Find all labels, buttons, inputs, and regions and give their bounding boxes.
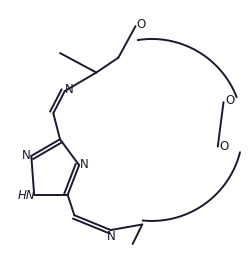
Text: N: N — [22, 149, 31, 162]
Text: O: O — [136, 18, 145, 32]
Text: N: N — [80, 158, 88, 171]
Text: N: N — [106, 229, 115, 242]
Text: O: O — [218, 140, 228, 153]
Text: N: N — [65, 83, 74, 96]
Text: O: O — [224, 95, 233, 107]
Text: HN: HN — [18, 189, 35, 202]
